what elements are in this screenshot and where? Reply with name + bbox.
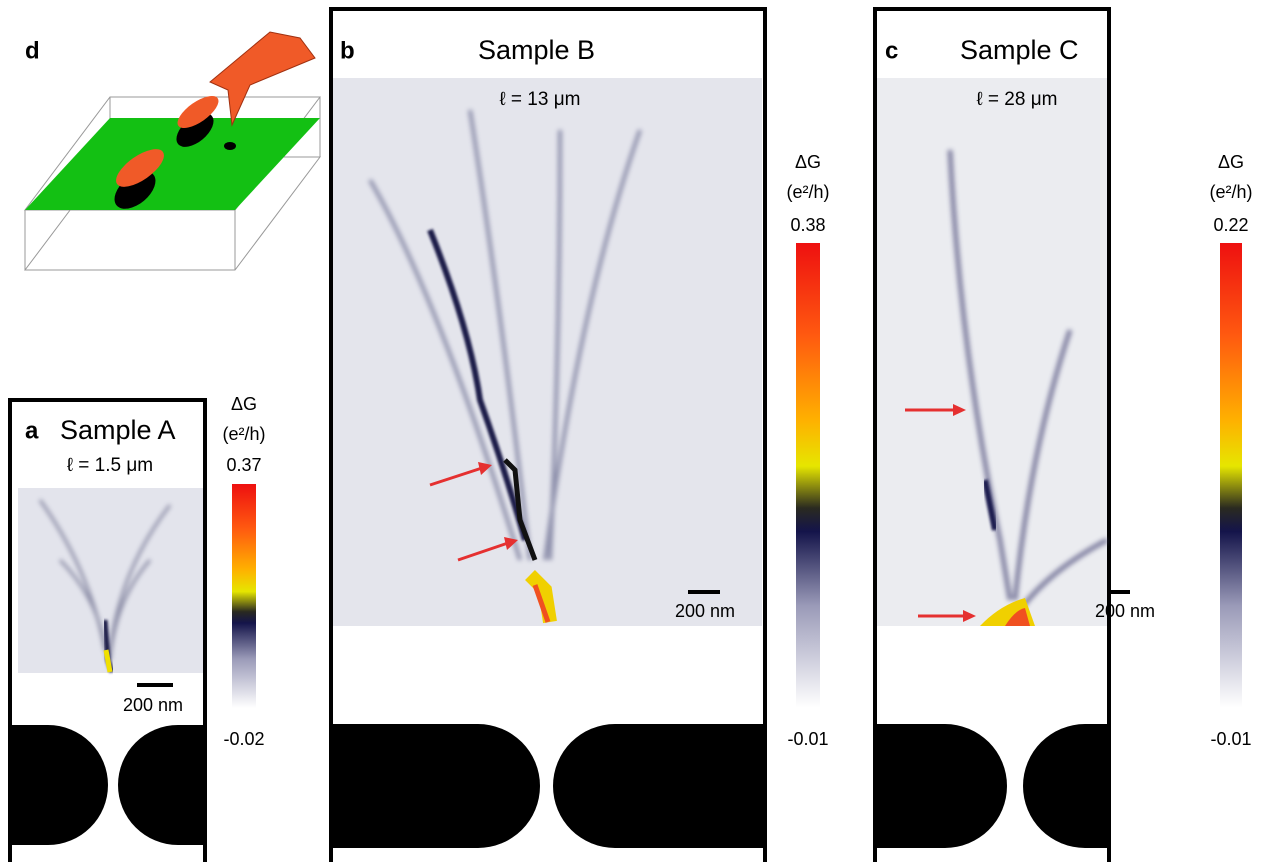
panel-b: b Sample B ℓ = 13 μm 200 nm ΔG (e²/h) 0.… bbox=[329, 7, 830, 862]
scale-bar-label: 200 nm bbox=[123, 695, 183, 715]
panel-title: Sample A bbox=[60, 415, 176, 445]
colorbar-min: -0.02 bbox=[223, 729, 264, 749]
colorbar-max: 0.37 bbox=[226, 455, 261, 475]
colorbar-label: ΔG bbox=[231, 394, 257, 414]
panel-letter: c bbox=[885, 37, 898, 64]
colorbar-max: 0.38 bbox=[790, 215, 825, 235]
panel-letter: d bbox=[25, 37, 40, 64]
panel-title: Sample C bbox=[960, 35, 1079, 65]
colorbar-unit: (e²/h) bbox=[1209, 182, 1252, 202]
mean-free-path: ℓ = 13 μm bbox=[500, 89, 581, 110]
scale-bar-label: 200 nm bbox=[1095, 601, 1155, 621]
colorbar-min: -0.01 bbox=[787, 729, 828, 749]
colorbar-min: -0.01 bbox=[1210, 729, 1251, 749]
panel-c: c Sample C ℓ = 28 μm 200 nm ΔG (e²/h) 0.… bbox=[873, 7, 1253, 862]
schematic: d bbox=[23, 31, 322, 271]
colorbar-label: ΔG bbox=[795, 152, 821, 172]
colorbar-unit: (e²/h) bbox=[222, 424, 265, 444]
panel-a: a Sample A ℓ = 1.5 μm 200 nm ΔG (e²/h) 0… bbox=[8, 394, 266, 862]
panel-letter: a bbox=[25, 417, 39, 444]
mean-free-path: ℓ = 28 μm bbox=[977, 89, 1058, 110]
panel-title: Sample B bbox=[478, 35, 595, 65]
scale-bar-label: 200 nm bbox=[675, 601, 735, 621]
colorbar-unit: (e²/h) bbox=[786, 182, 829, 202]
colorbar-max: 0.22 bbox=[1213, 215, 1248, 235]
mean-free-path: ℓ = 1.5 μm bbox=[67, 455, 153, 476]
colorbar-label: ΔG bbox=[1218, 152, 1244, 172]
panel-letter: b bbox=[340, 37, 355, 64]
